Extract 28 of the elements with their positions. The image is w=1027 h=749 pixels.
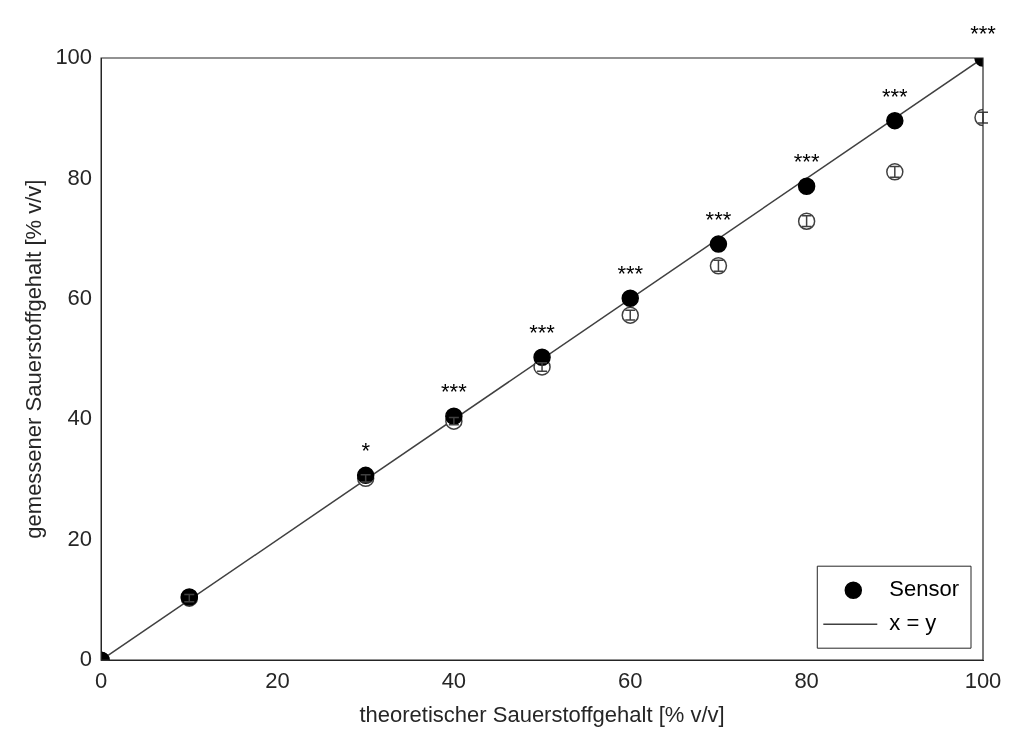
y-tick-label: 40: [67, 405, 93, 431]
x-tick-label: 40: [441, 668, 467, 694]
x-tick-label: 20: [265, 668, 290, 694]
x-axis-title: theoretischer Sauerstoffgehalt [% v/v]: [359, 701, 725, 727]
point: [797, 177, 816, 196]
x-tick-label: 100: [964, 668, 1002, 694]
legend-label: x = y: [889, 610, 937, 636]
point: [886, 111, 904, 130]
point: [621, 289, 639, 308]
point: [709, 235, 728, 253]
annotation: ***: [970, 21, 997, 47]
annotation: ***: [793, 149, 820, 175]
y-tick-label: 60: [67, 284, 93, 310]
annotation: ***: [705, 207, 732, 233]
annotation: ***: [617, 261, 644, 287]
point: [533, 348, 551, 367]
x-tick-label: 60: [618, 668, 643, 694]
annotation: ***: [881, 83, 909, 109]
y-tick-label: 80: [67, 164, 93, 190]
y-tick-label: 100: [55, 44, 93, 70]
annotation: ***: [441, 379, 468, 405]
annotation: *: [361, 438, 371, 464]
y-tick-label: 0: [79, 646, 93, 672]
y-tick-label: 20: [67, 525, 93, 551]
y-axis-title: gemessener Sauerstoffgehalt [% v/v]: [21, 179, 47, 539]
annotation: ***: [529, 320, 556, 346]
legend-label: Sensor: [889, 576, 960, 602]
x-tick-label: 80: [794, 668, 819, 694]
